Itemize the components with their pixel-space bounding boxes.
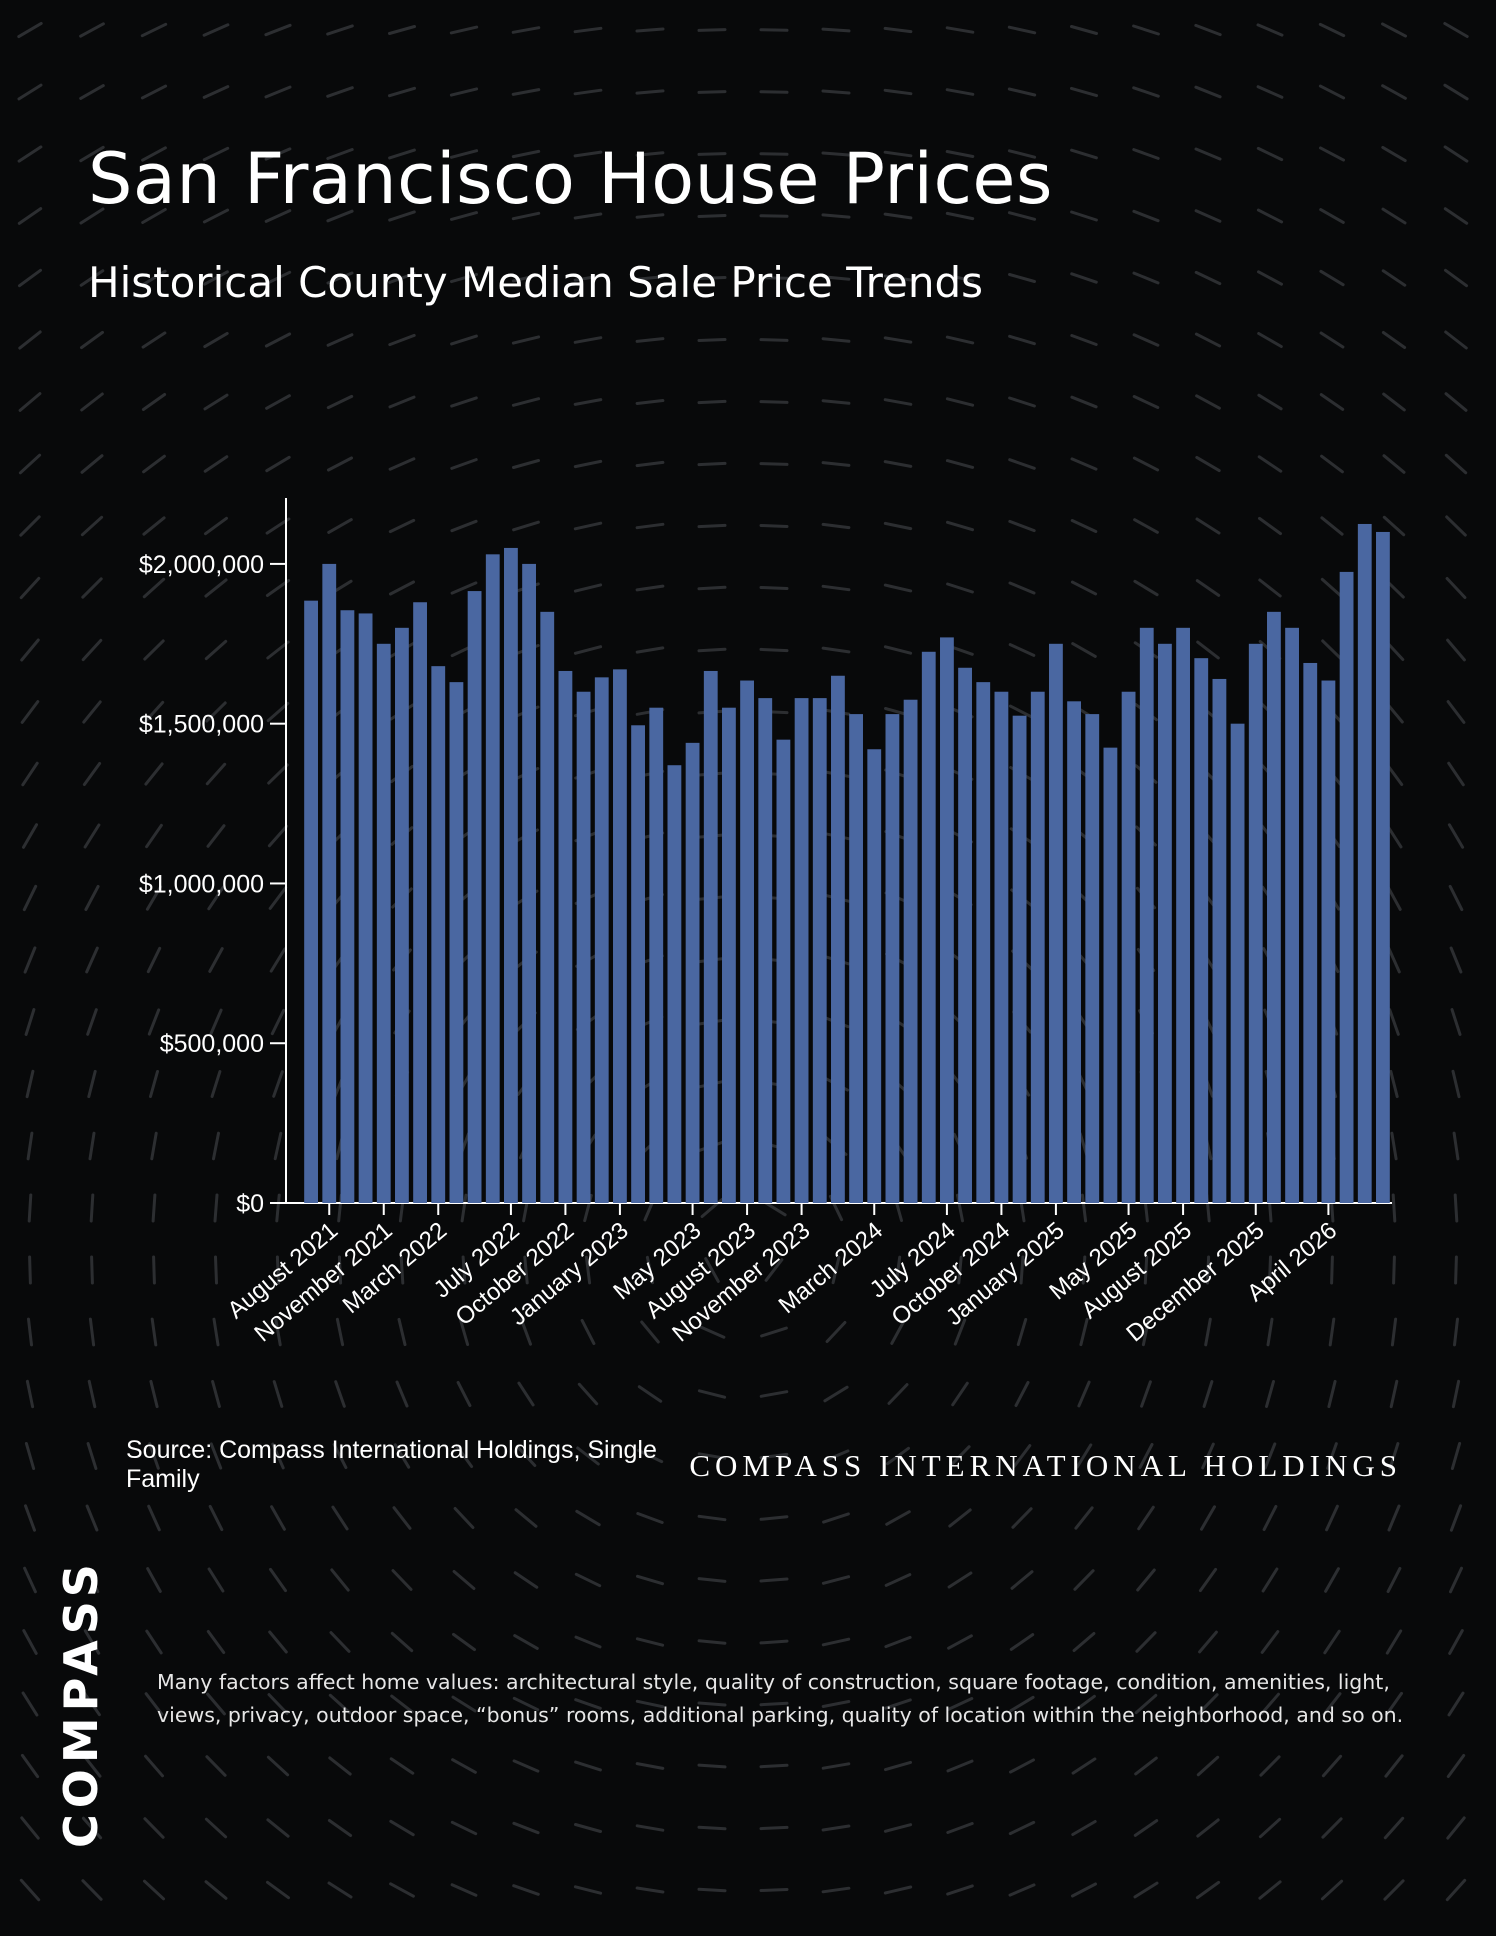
bar: [304, 600, 318, 1203]
bar: [358, 613, 373, 1203]
bar: [740, 680, 754, 1203]
bar: [1012, 715, 1027, 1203]
bar: [1212, 678, 1227, 1203]
page-subtitle: Historical County Median Sale Price Tren…: [88, 258, 984, 307]
bar: [921, 651, 936, 1203]
bar: [885, 714, 900, 1203]
compass-logo: COMPASS: [54, 1558, 108, 1848]
bar: [485, 554, 500, 1203]
y-tick-label: $0: [236, 1190, 264, 1218]
bar: [1103, 747, 1118, 1203]
bar: [722, 707, 736, 1203]
bar: [558, 670, 573, 1203]
y-tick-label: $500,000: [160, 1030, 264, 1058]
bar: [703, 670, 718, 1203]
bar: [1030, 691, 1045, 1203]
bar: [1194, 658, 1209, 1203]
bar: [449, 682, 464, 1203]
bar: [794, 698, 809, 1203]
bar: [758, 698, 773, 1203]
bar: [576, 691, 591, 1203]
y-tick-label: $1,500,000: [139, 711, 264, 739]
bar: [1176, 627, 1190, 1203]
page-title: San Francisco House Prices: [88, 138, 1053, 220]
source-note: Source: Compass International Holdings, …: [126, 1436, 657, 1493]
bar: [812, 698, 827, 1203]
bar: [504, 547, 518, 1203]
bar: [994, 691, 1009, 1203]
bar: [1230, 723, 1245, 1203]
bar: [376, 643, 391, 1203]
bar: [1049, 643, 1063, 1203]
bar: [831, 675, 845, 1203]
bar: [667, 765, 682, 1203]
bar: [340, 610, 355, 1203]
bar: [1085, 714, 1100, 1203]
bar: [522, 563, 536, 1203]
bar: [395, 627, 409, 1203]
bar: [594, 677, 609, 1203]
disclaimer-text: Many factors affect home values: archite…: [157, 1670, 1404, 1727]
bar: [1339, 571, 1354, 1203]
bar: [1121, 691, 1136, 1203]
y-tick-label: $2,000,000: [139, 551, 264, 579]
bar: [431, 666, 446, 1203]
bar: [776, 739, 791, 1203]
bar: [685, 742, 700, 1203]
bar: [1321, 680, 1336, 1203]
bar: [1067, 701, 1081, 1203]
bar: [940, 637, 954, 1203]
bar: [631, 725, 645, 1203]
bar: [1267, 611, 1281, 1203]
bar: [1376, 531, 1390, 1203]
bar: [649, 707, 664, 1203]
bar: [613, 669, 627, 1203]
y-tick-label: $1,000,000: [139, 870, 264, 898]
bar: [1303, 662, 1318, 1203]
bar: [867, 749, 882, 1203]
bar: [849, 714, 863, 1203]
bar: [1357, 523, 1372, 1203]
bar: [540, 611, 555, 1203]
bar: [903, 699, 918, 1203]
bar: [1139, 627, 1154, 1203]
bar: [958, 667, 972, 1203]
bar: [1248, 643, 1263, 1203]
compass-international-wordmark: COMPASS INTERNATIONAL HOLDINGS: [689, 1448, 1402, 1483]
bar: [1158, 643, 1172, 1203]
bar: [467, 591, 482, 1203]
bar: [413, 602, 427, 1203]
bar: [1285, 627, 1299, 1203]
bar: [976, 682, 991, 1203]
bar: [322, 563, 337, 1203]
median-price-bar-chart: $0 $500,000 $1,000,000 $1,500,000 $2,000,000…: [139, 498, 1392, 1347]
